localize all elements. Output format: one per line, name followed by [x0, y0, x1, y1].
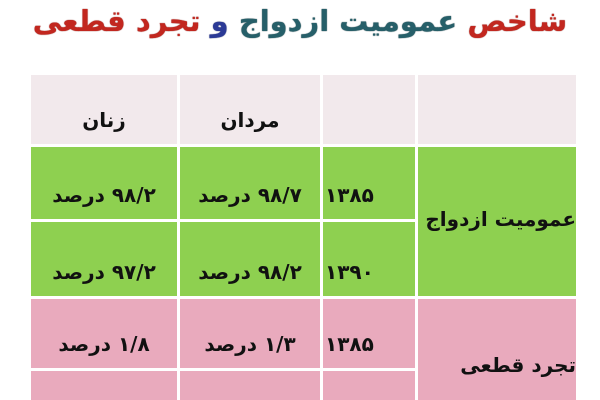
title-word-and: و	[210, 4, 229, 38]
women-marriage-1390: ۹۷/۲ درصد	[31, 222, 177, 296]
year-cell-marriage-1385: ۱۳۸۵	[323, 147, 415, 219]
row-marriage-1385: عمومیت ازدواج ۱۳۸۵ ۹۸/۷ درصد ۹۸/۲ درصد	[31, 147, 576, 296]
year-cell-celibacy-1385: ۱۳۸۵	[323, 299, 415, 368]
women-marriage-1385: ۹۸/۲ درصد	[31, 147, 177, 219]
header-year-cell	[323, 75, 415, 144]
table-header-row: مردان زنان	[31, 75, 576, 144]
row-celibacy-1390: ۱۳۹۰ ۱/۸ درصد ۲/۸ درصد	[31, 371, 576, 400]
men-celibacy-1390: ۱/۸ درصد	[180, 371, 320, 400]
women-celibacy-1385: ۱/۸ درصد	[31, 299, 177, 368]
header-category-cell	[418, 75, 576, 144]
row-marriage-1390: ۱۳۹۰ ۹۸/۲ درصد ۹۷/۲ درصد	[31, 222, 576, 296]
title-word-index: شاخص	[467, 4, 568, 38]
title-word-celibacy: تجرد قطعی	[32, 4, 201, 38]
statistics-table: مردان زنان عمومیت ازدواج ۱۳۸۵ ۹۸/۷ درصد …	[28, 72, 579, 400]
category-marriage-label: عمومیت ازدواج	[418, 147, 576, 296]
title-word-marriage: عمومیت ازدواج	[238, 4, 458, 38]
men-marriage-1385: ۹۸/۷ درصد	[180, 147, 320, 219]
men-marriage-1390: ۹۸/۲ درصد	[180, 222, 320, 296]
header-women: زنان	[31, 75, 177, 144]
women-celibacy-1390: ۲/۸ درصد	[31, 371, 177, 400]
header-men: مردان	[180, 75, 320, 144]
page-title: شاخص عمومیت ازدواج و تجرد قطعی	[0, 4, 600, 38]
row-celibacy-1385: تجرد قطعی ۱۳۸۵ ۱/۳ درصد ۱/۸ درصد	[31, 299, 576, 400]
year-cell-marriage-1390: ۱۳۹۰	[323, 222, 415, 296]
year-cell-celibacy-1390: ۱۳۹۰	[323, 371, 415, 400]
men-celibacy-1385: ۱/۳ درصد	[180, 299, 320, 368]
category-celibacy-label: تجرد قطعی	[418, 299, 576, 400]
